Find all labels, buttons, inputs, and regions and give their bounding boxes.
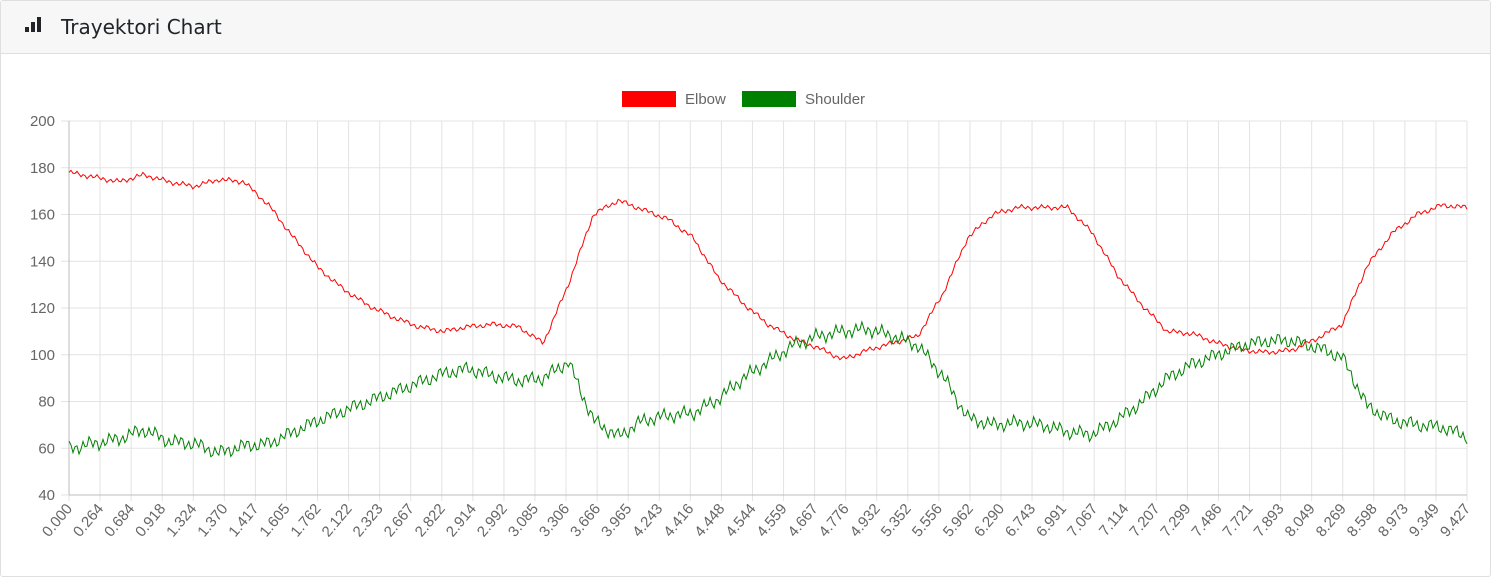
x-tick-label: 9.427 bbox=[1437, 501, 1474, 541]
x-tick-label: 8.973 bbox=[1375, 501, 1412, 541]
x-tick-label: 7.207 bbox=[1126, 501, 1163, 541]
x-tick-label: 3.085 bbox=[505, 501, 542, 541]
x-tick-label: 8.598 bbox=[1344, 501, 1381, 541]
x-tick-label: 3.666 bbox=[567, 501, 604, 541]
x-tick-label: 7.893 bbox=[1251, 501, 1288, 541]
x-tick-label: 7.067 bbox=[1064, 501, 1101, 541]
x-tick-label: 7.486 bbox=[1188, 501, 1225, 541]
chart-area: 40 60 80 100 120 140 160 180 200 0.000 0.264 0.684… bbox=[1, 55, 1490, 576]
y-tick-label: 80 bbox=[38, 394, 55, 411]
x-tick-label: 7.721 bbox=[1219, 501, 1256, 541]
x-tick-label: 1.370 bbox=[194, 501, 231, 541]
chart-series bbox=[68, 169, 1468, 458]
series-line-elbow bbox=[68, 169, 1468, 361]
x-tick-label: 9.349 bbox=[1406, 501, 1443, 541]
x-axis: 0.0000.2640.6840.9181.3241.3701.4171.605… bbox=[39, 501, 1474, 541]
series-line-shoulder bbox=[68, 320, 1468, 458]
bar-chart-icon bbox=[23, 16, 43, 39]
x-tick-label: 2.667 bbox=[381, 501, 418, 541]
card-header: Trayektori Chart bbox=[1, 1, 1490, 54]
x-tick-label: 2.914 bbox=[443, 501, 480, 541]
x-tick-label: 4.243 bbox=[629, 501, 666, 541]
legend-label-elbow[interactable]: Elbow bbox=[685, 91, 726, 108]
page-title: Trayektori Chart bbox=[61, 15, 222, 39]
x-tick-label: 2.992 bbox=[474, 501, 511, 541]
x-tick-label: 1.417 bbox=[225, 501, 262, 541]
x-tick-label: 7.114 bbox=[1096, 501, 1132, 540]
legend-swatch-elbow[interactable] bbox=[622, 91, 676, 107]
x-tick-label: 0.264 bbox=[70, 501, 107, 541]
legend-swatch-shoulder[interactable] bbox=[742, 91, 796, 107]
x-tick-label: 0.684 bbox=[101, 501, 138, 541]
y-tick-label: 200 bbox=[30, 113, 55, 130]
y-tick-label: 100 bbox=[30, 347, 55, 364]
y-tick-label: 180 bbox=[30, 160, 55, 177]
legend-label-shoulder[interactable]: Shoulder bbox=[805, 91, 865, 108]
x-tick-label: 4.448 bbox=[691, 501, 728, 541]
y-tick-label: 60 bbox=[38, 440, 55, 457]
chart-legend: Elbow Shoulder bbox=[622, 91, 865, 108]
x-tick-label: 7.299 bbox=[1157, 501, 1194, 541]
y-axis: 40 60 80 100 120 140 160 180 200 bbox=[30, 113, 55, 504]
y-tick-label: 160 bbox=[30, 207, 55, 224]
x-tick-label: 1.605 bbox=[256, 501, 293, 541]
x-tick-label: 4.544 bbox=[722, 501, 759, 541]
x-tick-label: 8.049 bbox=[1282, 501, 1319, 541]
x-tick-label: 1.324 bbox=[163, 501, 200, 541]
x-tick-label: 4.776 bbox=[816, 501, 853, 541]
x-tick-label: 3.965 bbox=[598, 501, 635, 541]
x-tick-label: 6.290 bbox=[971, 501, 1008, 541]
x-tick-label: 4.667 bbox=[785, 501, 822, 541]
x-tick-label: 4.932 bbox=[847, 501, 884, 541]
x-tick-label: 6.743 bbox=[1002, 501, 1039, 541]
x-tick-label: 2.122 bbox=[319, 501, 356, 541]
x-tick-label: 4.559 bbox=[753, 501, 790, 541]
y-tick-label: 120 bbox=[30, 300, 55, 317]
x-tick-label: 5.556 bbox=[909, 501, 946, 541]
x-tick-label: 5.352 bbox=[878, 501, 915, 541]
x-tick-label: 8.269 bbox=[1313, 501, 1350, 541]
x-tick-label: 6.991 bbox=[1033, 501, 1070, 541]
y-tick-label: 40 bbox=[38, 487, 55, 504]
x-tick-label: 2.822 bbox=[412, 501, 449, 541]
x-tick-label: 0.000 bbox=[39, 501, 76, 541]
x-tick-label: 5.962 bbox=[940, 501, 977, 541]
x-tick-label: 0.918 bbox=[132, 501, 169, 541]
x-tick-label: 1.762 bbox=[287, 501, 324, 541]
chart-grid bbox=[61, 120, 1468, 501]
x-tick-label: 4.416 bbox=[660, 501, 697, 541]
y-tick-label: 140 bbox=[30, 253, 55, 270]
x-tick-label: 2.323 bbox=[350, 501, 387, 541]
line-chart: 40 60 80 100 120 140 160 180 200 0.0000.2640.684… bbox=[30, 91, 1474, 541]
x-tick-label: 3.306 bbox=[536, 501, 573, 541]
